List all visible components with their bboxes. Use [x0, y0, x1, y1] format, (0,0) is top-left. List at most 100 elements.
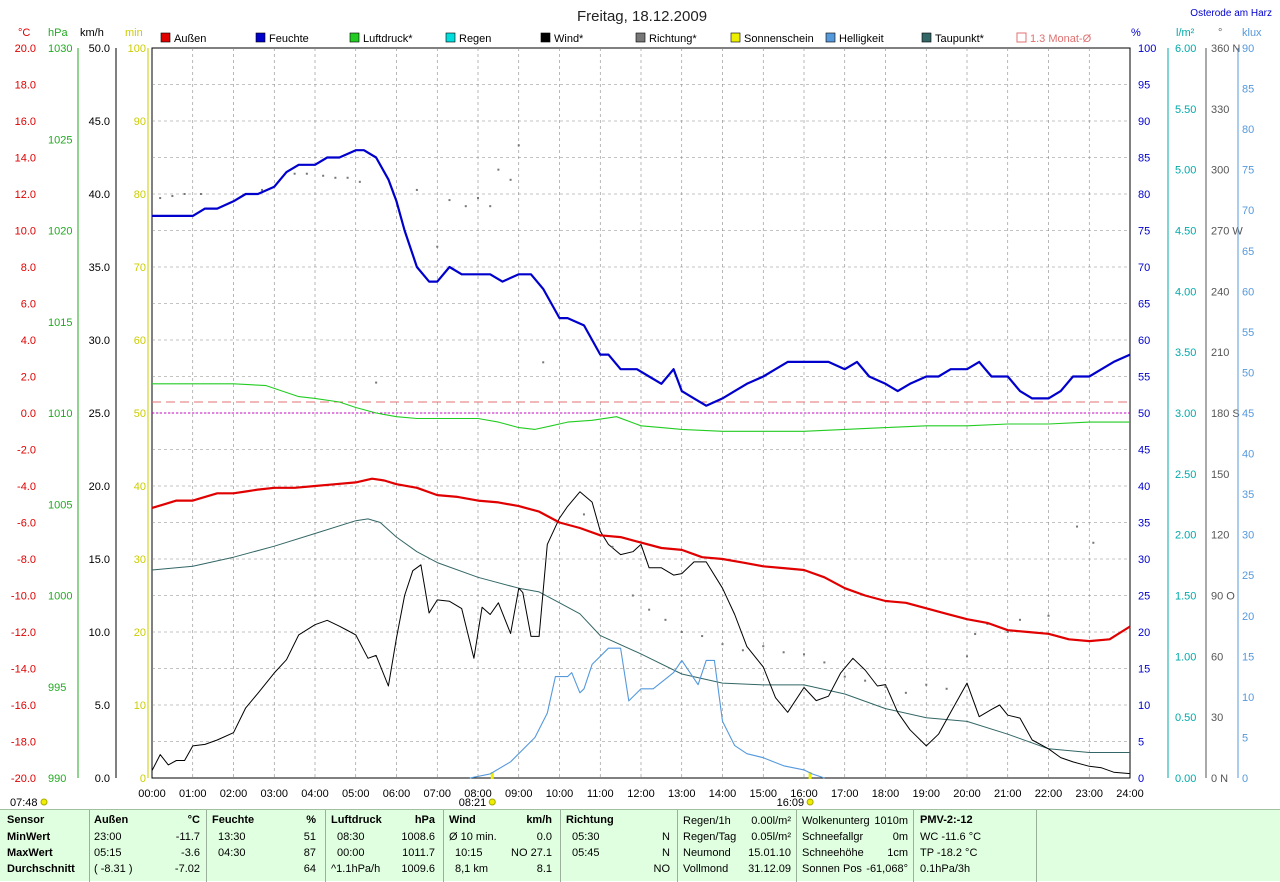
stats-schneefall: 0m	[892, 831, 908, 843]
stats-neumond-label: Neumond	[683, 847, 731, 859]
time-tick: 15:00	[749, 788, 777, 800]
temp-tick: 10.0	[15, 226, 36, 238]
direction-dot	[415, 188, 418, 191]
unit-label: min	[125, 27, 143, 39]
temp-tick: -20.0	[11, 773, 36, 785]
sun-tick: 20	[134, 627, 146, 639]
wind-line	[151, 491, 1131, 775]
direction-dot	[1018, 618, 1021, 621]
time-tick: 03:00	[260, 788, 288, 800]
humidity-tick: 50	[1138, 408, 1150, 420]
legend-label: Helligkeit	[839, 33, 884, 45]
time-tick: 04:00	[301, 788, 329, 800]
direction-dot	[782, 651, 785, 654]
pressure-tick: 990	[48, 773, 66, 785]
pressure-tick: 1010	[48, 408, 72, 420]
sun-event-icon	[40, 798, 48, 806]
pressure-tick: 1005	[48, 499, 72, 511]
humidity-tick: 95	[1138, 80, 1150, 92]
wind-tick: 0.0	[95, 773, 110, 785]
direction-tick: 60	[1211, 651, 1223, 663]
humidity-tick: 75	[1138, 226, 1150, 238]
sun-event-icon	[488, 798, 496, 806]
sunshine-marker	[490, 772, 494, 779]
stats-richtung-min-time: 05:30	[572, 831, 600, 843]
lux-tick: 75	[1242, 165, 1254, 177]
humidity-line	[152, 149, 1131, 407]
stats-wind: Wind km/h Ø 10 min. 0.0 10:15 NO 27.1 8,1 k…	[449, 814, 552, 880]
temp-tick: -14.0	[11, 664, 36, 676]
sun-tick: 60	[134, 335, 146, 347]
stats-feuchte: Feuchte% 13:30 51 04:30 87 64	[212, 814, 316, 880]
stats-neumond: 15.01.10	[748, 847, 791, 859]
legend-label: Luftdruck*	[363, 33, 413, 45]
stats-trend: 0.1hPa/3h	[920, 863, 971, 875]
stats-wind-max-time: 10:15	[455, 847, 483, 859]
direction-dot	[803, 653, 805, 656]
wind-tick: 50.0	[89, 43, 110, 55]
temp-tick: -18.0	[11, 737, 36, 749]
axes: 20.0 18.0 16.0 14.0 12.0 10.0 8.0 6.0 4.0 2.0 0.0 -…	[10, 43, 1254, 808]
time-tick: 21:00	[994, 788, 1022, 800]
pressure-tick: 1000	[48, 591, 72, 603]
stats-regen-1h-label: Regen/1h	[683, 815, 731, 827]
lux-tick: 45	[1242, 408, 1254, 420]
legend-label: Feuchte	[269, 33, 309, 45]
direction-dot	[1076, 525, 1079, 528]
direction-dot	[974, 633, 977, 636]
wind-tick: 40.0	[89, 189, 110, 201]
humidity-tick: 15	[1138, 664, 1150, 676]
humidity-tick: 55	[1138, 372, 1150, 384]
wind-tick: 15.0	[89, 554, 110, 566]
lux-tick: 40	[1242, 449, 1254, 461]
humidity-tick: 20	[1138, 627, 1150, 639]
legend-label: Taupunkt*	[935, 33, 985, 45]
stats-wind-run: 8,1 km	[455, 863, 489, 875]
stats-wolken-label: Wolkenunterg	[802, 815, 870, 827]
sun-tick: 90	[134, 116, 146, 128]
temp-tick: -4.0	[17, 481, 36, 493]
wind-tick: 25.0	[89, 408, 110, 420]
direction-tick: 210	[1211, 347, 1229, 359]
direction-dot	[199, 193, 202, 195]
stats-richtung-max-time: 05:45	[572, 847, 600, 859]
sun-tick: 30	[134, 554, 146, 566]
pressure-tick: 1030	[48, 43, 72, 55]
temperature-line	[151, 477, 1131, 643]
temp-tick: 20.0	[15, 43, 36, 55]
lux-tick: 70	[1242, 205, 1254, 217]
legend-swatch	[921, 32, 932, 43]
direction-dot	[183, 193, 186, 195]
unit-label: °C	[18, 27, 30, 39]
time-tick: 17:00	[831, 788, 859, 800]
rain-tick: 3.50	[1175, 347, 1196, 359]
temp-tick: 0.0	[21, 408, 36, 420]
lux-tick: 80	[1242, 124, 1254, 136]
wind-tick: 20.0	[89, 481, 110, 493]
legend-label: 1.3 Monat-Ø	[1030, 33, 1092, 45]
temp-tick: -2.0	[17, 445, 36, 457]
pressure-line	[152, 383, 1130, 432]
temp-tick: -6.0	[17, 518, 36, 530]
pressure-tick: 1020	[48, 226, 72, 238]
legend-swatch	[730, 32, 741, 43]
stats-richtung-title: Richtung	[566, 814, 614, 826]
time-tick: 18:00	[872, 788, 900, 800]
direction-dot	[664, 618, 667, 621]
stats-aussen-title: Außen	[94, 814, 129, 826]
stats-richtung-avg: NO	[653, 863, 671, 875]
pressure-tick: 1015	[48, 317, 72, 329]
time-tick: 02:00	[220, 788, 248, 800]
rain-tick: 2.50	[1175, 469, 1196, 481]
direction-dot	[489, 205, 492, 208]
humidity-tick: 0	[1138, 773, 1144, 785]
sun-tick: 0	[140, 773, 146, 785]
humidity-tick: 45	[1138, 445, 1150, 457]
stats-luftdruck-max-time: 00:00	[337, 847, 365, 859]
time-tick: 01:00	[179, 788, 207, 800]
stats-panel: Sensor MinWert MaxWert Durchschnitt Auße…	[0, 809, 1280, 882]
stats-wind-max: NO 27.1	[511, 847, 552, 859]
stats-sensor: Sensor MinWert MaxWert Durchschnitt	[7, 814, 87, 880]
direction-dot	[358, 180, 361, 183]
direction-dot	[509, 178, 512, 181]
